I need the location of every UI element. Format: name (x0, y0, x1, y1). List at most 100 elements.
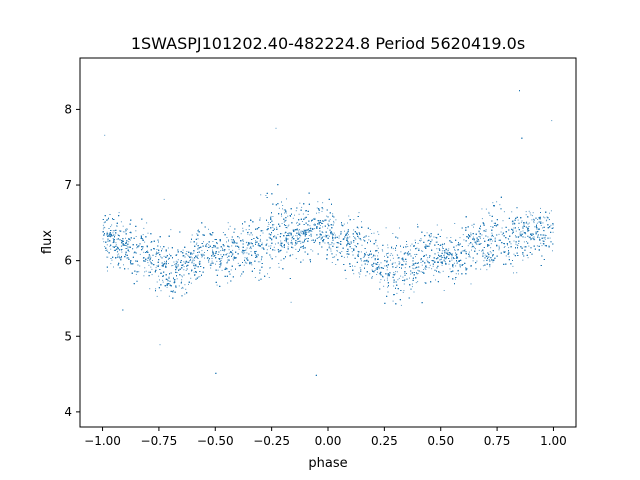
data-point (543, 234, 545, 236)
data-point (232, 249, 234, 251)
data-point (274, 235, 276, 237)
data-point (362, 256, 364, 258)
data-point (335, 264, 337, 265)
data-point (334, 236, 336, 238)
data-point (389, 254, 391, 256)
data-point (360, 260, 362, 262)
data-point (402, 291, 404, 293)
data-point (299, 237, 301, 239)
data-point (303, 241, 305, 243)
data-point (398, 261, 400, 263)
data-point (155, 267, 157, 269)
data-point (386, 277, 388, 279)
data-point (135, 230, 137, 232)
data-point (185, 288, 187, 290)
data-point (359, 232, 360, 234)
data-point (172, 290, 174, 291)
data-point (126, 245, 128, 247)
data-point (307, 214, 309, 215)
data-point (323, 235, 325, 237)
data-point (490, 243, 492, 245)
data-point (300, 235, 302, 237)
data-point (148, 264, 150, 266)
data-point (432, 265, 434, 267)
data-point (301, 221, 303, 222)
data-point (351, 248, 353, 249)
data-point (520, 231, 522, 233)
data-point (114, 234, 116, 236)
data-point (525, 214, 527, 216)
data-point (334, 256, 336, 258)
data-point (204, 257, 205, 259)
data-point (337, 250, 338, 252)
data-point (328, 235, 330, 237)
data-point (103, 241, 105, 243)
data-point (190, 277, 192, 279)
data-point (437, 252, 439, 254)
data-point (364, 256, 365, 258)
data-point (334, 234, 336, 236)
data-point (311, 230, 313, 232)
data-point (387, 247, 389, 249)
data-point (403, 283, 405, 285)
data-point (402, 276, 404, 278)
data-point (372, 256, 374, 258)
data-point (481, 234, 483, 236)
data-point (552, 250, 553, 252)
data-point (246, 247, 248, 249)
data-point (482, 251, 484, 253)
data-point (268, 277, 270, 278)
data-point (319, 227, 321, 229)
data-point (122, 225, 124, 227)
data-point (411, 286, 413, 288)
data-point (278, 263, 280, 264)
data-point (281, 233, 283, 235)
data-point (419, 240, 421, 242)
data-point (106, 231, 108, 233)
data-point (542, 227, 544, 229)
data-point (208, 244, 210, 246)
data-point (163, 255, 165, 257)
data-point (246, 257, 248, 259)
data-point (456, 263, 458, 264)
data-point (191, 234, 193, 236)
data-point (283, 221, 285, 223)
data-point (347, 256, 348, 258)
data-point (285, 219, 287, 221)
data-point (516, 244, 518, 246)
data-point (465, 257, 467, 259)
data-point (491, 232, 493, 234)
data-point (384, 255, 385, 257)
data-point (365, 251, 367, 253)
data-point (527, 257, 529, 259)
data-point (450, 237, 452, 238)
data-point (455, 265, 457, 267)
data-point (112, 238, 114, 239)
data-point (286, 198, 287, 200)
data-point (257, 254, 259, 256)
data-point (144, 241, 146, 243)
data-point (282, 208, 283, 210)
data-point (387, 286, 388, 288)
data-point (350, 241, 352, 243)
data-point (400, 275, 402, 277)
data-point (144, 267, 146, 269)
data-point (275, 256, 277, 258)
data-point (318, 223, 320, 225)
data-point (197, 238, 199, 240)
data-point (147, 232, 149, 234)
data-point (211, 260, 213, 262)
data-point (447, 252, 449, 254)
data-point (249, 243, 251, 245)
data-point (305, 210, 307, 212)
data-point (203, 241, 204, 243)
data-point (451, 259, 453, 261)
data-point (151, 268, 153, 270)
data-point (121, 251, 123, 253)
data-point (223, 250, 225, 252)
data-point (443, 290, 445, 291)
data-point (146, 222, 148, 224)
data-point (141, 239, 143, 241)
data-point (419, 239, 420, 241)
data-point (490, 226, 492, 227)
